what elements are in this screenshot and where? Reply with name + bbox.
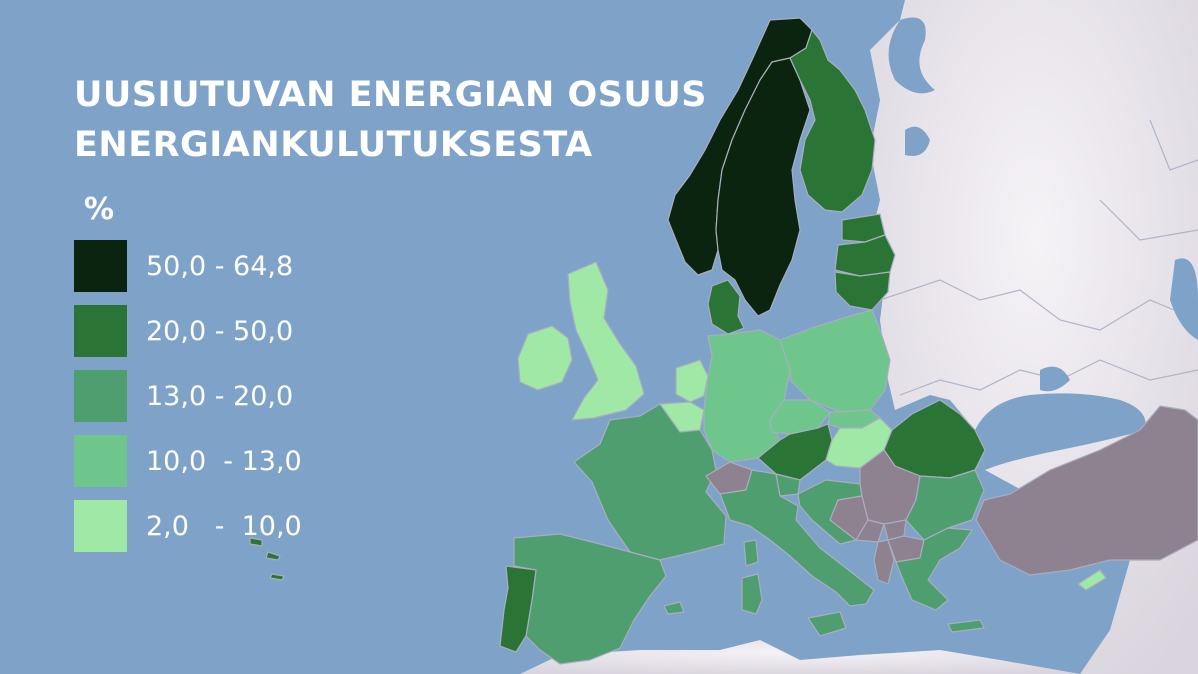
country-corsica — [743, 539, 759, 567]
legend-item: 50,0 - 64,8 — [74, 240, 302, 292]
country-czechia — [769, 399, 831, 435]
lake-ladoga — [905, 126, 930, 156]
legend-label: 2,0 - 10,0 — [146, 510, 302, 542]
country-cyprus — [1077, 569, 1107, 591]
land-north-africa — [520, 640, 1080, 674]
map-title-line-1: UUSIUTUVAN ENERGIAN OSUUS — [74, 75, 707, 115]
legend-item: 20,0 - 50,0 — [74, 305, 302, 357]
legend: 50,0 - 64,8 20,0 - 50,0 13,0 - 20,0 10,0… — [74, 240, 302, 565]
country-denmark — [707, 279, 745, 335]
country-bulgaria — [905, 469, 985, 541]
country-finland — [789, 29, 876, 213]
country-sicily — [807, 611, 847, 637]
country-sweden — [715, 57, 811, 317]
country-portugal — [499, 565, 537, 653]
country-uk — [567, 261, 645, 421]
map-title: UUSIUTUVAN ENERGIAN OSUUS ENERGIANKULUTU… — [74, 70, 707, 170]
country-lithuania — [834, 271, 891, 311]
legend-swatch — [74, 500, 127, 552]
legend-swatch — [74, 435, 127, 487]
country-italy — [719, 469, 875, 607]
country-poland — [779, 309, 891, 413]
black-sea — [975, 393, 1146, 470]
legend-label: 50,0 - 64,8 — [146, 250, 294, 282]
country-ireland — [517, 325, 573, 391]
legend-label: 10,0 - 13,0 — [146, 445, 302, 477]
country-latvia — [834, 234, 896, 277]
white-sea — [888, 17, 935, 94]
legend-label: 13,0 - 20,0 — [146, 380, 294, 412]
legend-item: 13,0 - 20,0 — [74, 370, 302, 422]
country-sardinia — [741, 573, 763, 615]
country-balearic — [663, 601, 685, 615]
sea-of-azov — [1040, 366, 1070, 392]
country-turkey — [975, 405, 1198, 576]
legend-item: 10,0 - 13,0 — [74, 435, 302, 487]
country-netherlands — [675, 359, 709, 403]
country-crete — [947, 619, 985, 633]
country-greece — [895, 527, 973, 611]
country-france — [573, 403, 727, 561]
legend-swatch — [74, 305, 127, 357]
legend-swatch — [74, 240, 127, 292]
caspian-sea — [1170, 258, 1198, 340]
legend-label: 20,0 - 50,0 — [146, 315, 294, 347]
legend-item: 2,0 - 10,0 — [74, 500, 302, 552]
map-title-line-2: ENERGIANKULUTUKSESTA — [74, 125, 593, 165]
legend-unit: % — [84, 192, 115, 227]
country-azores — [249, 537, 285, 581]
legend-swatch — [74, 370, 127, 422]
